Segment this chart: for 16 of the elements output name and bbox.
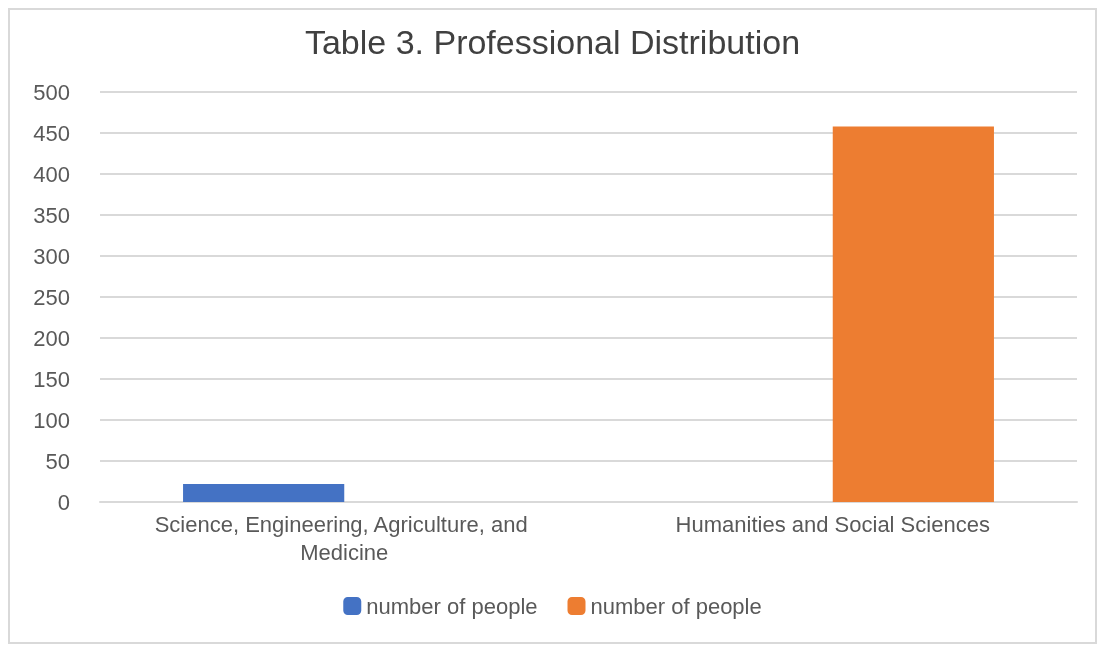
legend-label: number of people: [366, 593, 538, 619]
y-tick-label: 0: [57, 489, 70, 515]
x-tick-label: Humanities and Social Sciences: [675, 511, 990, 537]
y-tick-label: 150: [33, 366, 70, 392]
y-tick-label: 350: [33, 202, 70, 228]
x-tick-label: Science, Engineering, Agriculture, and Medicine: [154, 511, 534, 565]
y-tick-label: 100: [33, 407, 70, 433]
y-tick-label: 400: [33, 161, 70, 187]
y-tick-label: 250: [33, 284, 70, 310]
y-tick-label: 500: [33, 79, 70, 105]
y-tick-label: 300: [33, 243, 70, 269]
y-tick-label: 50: [45, 448, 70, 474]
chart-title: Table 3. Professional Distribution: [304, 23, 801, 61]
y-tick-label: 200: [33, 325, 70, 351]
legend-label: number of people: [590, 593, 762, 619]
y-tick-label: 450: [33, 120, 70, 146]
